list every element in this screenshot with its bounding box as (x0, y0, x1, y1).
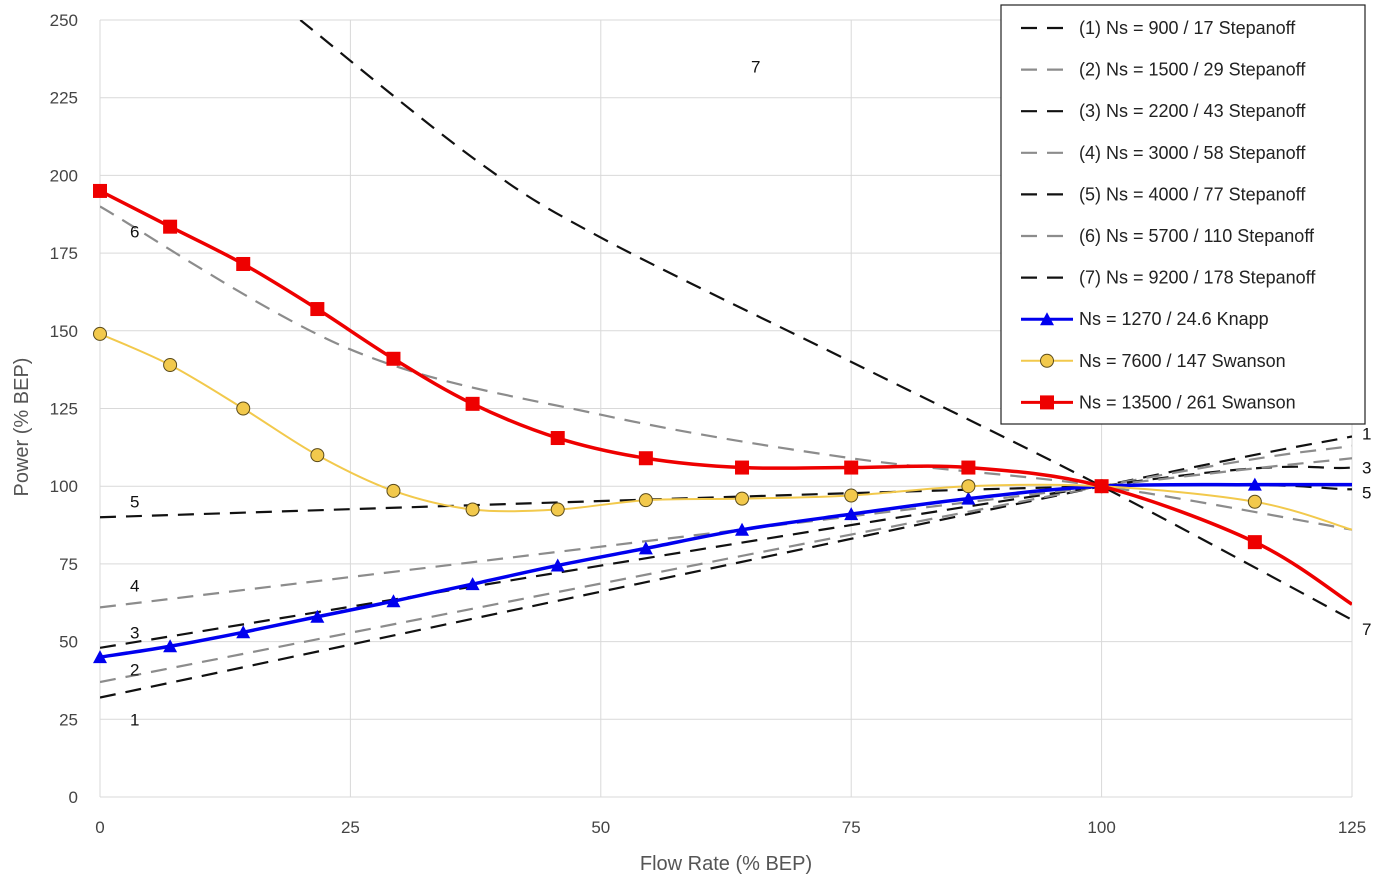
legend-label: Ns = 1270 / 24.6 Knapp (1079, 309, 1269, 329)
series-9-point (961, 479, 976, 494)
x-axis-title: Flow Rate (% BEP) (640, 853, 812, 875)
legend-label: (3) Ns = 2200 / 43 Stepanoff (1079, 101, 1306, 121)
y-tick-label: 125 (50, 400, 78, 419)
curve-label: 5 (130, 493, 139, 512)
series-10-point (1247, 535, 1262, 550)
series-10-point (961, 460, 976, 475)
y-tick-label: 0 (69, 788, 78, 807)
legend: (1) Ns = 900 / 17 Stepanoff (2) Ns = 1500… (1000, 4, 1366, 425)
series-9-point (735, 491, 750, 506)
series-10-point (844, 460, 859, 475)
x-tick-label: 25 (341, 818, 360, 837)
curve-label: 2 (130, 661, 139, 680)
series-8-point (638, 541, 653, 555)
series-line-2 (100, 444, 1352, 684)
series-8-point (844, 507, 859, 521)
series-9-point (1247, 494, 1262, 509)
legend-marker (1040, 395, 1054, 410)
curve-label: 4 (130, 577, 139, 596)
legend-label: (7) Ns = 9200 / 178 Stepanoff (1079, 268, 1316, 288)
series-9-point (844, 488, 859, 503)
curve-labels: 7 6 5 4 3 2 1 1 3 5 7 (130, 58, 1371, 730)
series-line-3 (100, 465, 1352, 649)
x-tick-label: 50 (591, 818, 610, 837)
legend-label: (6) Ns = 5700 / 110 Stepanoff (1079, 226, 1315, 246)
series-10-point (163, 219, 178, 234)
curve-label: 1 (1362, 424, 1371, 443)
series-10-point (550, 431, 565, 446)
series-8-point (735, 522, 750, 536)
series-8-point (465, 577, 480, 591)
legend-marker (1040, 353, 1054, 368)
series-9-point (236, 401, 251, 416)
x-tick-label: 75 (842, 818, 861, 837)
series-8-point (310, 609, 325, 623)
series-line-7 (299, 20, 1352, 621)
series-9-point (386, 483, 401, 498)
legend-label: (5) Ns = 4000 / 77 Stepanoff (1079, 184, 1306, 204)
series-line-4 (100, 457, 1352, 609)
legend-label: (2) Ns = 1500 / 29 Stepanoff (1079, 60, 1306, 80)
series-10-point (310, 302, 325, 317)
series-9-point (310, 448, 325, 463)
series-9-point (163, 357, 178, 372)
y-tick-label: 75 (59, 555, 78, 574)
x-tick-label: 100 (1087, 818, 1115, 837)
x-tick-labels: 0 25 50 75 100 125 (95, 818, 1366, 837)
x-tick-label: 125 (1338, 818, 1366, 837)
y-tick-label: 50 (59, 633, 78, 652)
series-8-point (550, 558, 565, 572)
series-8-point (163, 639, 178, 653)
y-tick-label: 250 (50, 11, 78, 30)
curve-label: 7 (751, 58, 760, 77)
legend-box (1000, 4, 1366, 425)
grid (99, 19, 1353, 798)
y-tick-label: 200 (50, 166, 78, 185)
curve-label: 1 (130, 710, 139, 729)
series-10-point (1094, 479, 1109, 494)
curve-label: 7 (1362, 620, 1371, 639)
curve-label: 3 (130, 623, 139, 642)
series-8-point (93, 650, 107, 664)
series-9-point (93, 326, 107, 341)
y-axis-title: Power (% BEP) (11, 358, 33, 497)
curve-label: 3 (1362, 459, 1371, 478)
series-10-point (465, 396, 480, 411)
legend-marker (1040, 312, 1054, 326)
y-tick-label: 225 (50, 89, 78, 108)
series-10-point (236, 256, 251, 271)
legend-label: Ns = 7600 / 147 Swanson (1079, 351, 1286, 371)
series-9-point (550, 502, 565, 517)
series-10-point (638, 451, 653, 466)
series-8-point (236, 625, 251, 639)
series-9-point (465, 502, 480, 517)
y-tick-label: 150 (50, 322, 78, 341)
series-10-point (93, 183, 107, 198)
legend-label: Ns = 13500 / 261 Swanson (1079, 392, 1296, 412)
y-tick-labels: 0 25 50 75 100 125 150 175 200 225 250 (50, 11, 78, 807)
series-line-6 (100, 205, 1352, 531)
legend-label: (4) Ns = 3000 / 58 Stepanoff (1079, 143, 1306, 163)
series-10-point (386, 351, 401, 366)
series-10-point (735, 460, 750, 475)
series-9-point (638, 493, 653, 508)
series-8-point (386, 594, 401, 608)
y-tick-label: 175 (50, 244, 78, 263)
curve-label: 6 (130, 222, 139, 241)
y-tick-label: 25 (59, 710, 78, 729)
series-markers (93, 183, 1262, 664)
legend-label: (1) Ns = 900 / 17 Stepanoff (1079, 18, 1296, 38)
x-tick-label: 0 (95, 818, 104, 837)
curve-label: 5 (1362, 483, 1371, 502)
series-8-point (1247, 477, 1262, 491)
series-8-point (961, 491, 976, 505)
series-line-1 (100, 435, 1352, 699)
y-tick-label: 100 (50, 477, 78, 496)
